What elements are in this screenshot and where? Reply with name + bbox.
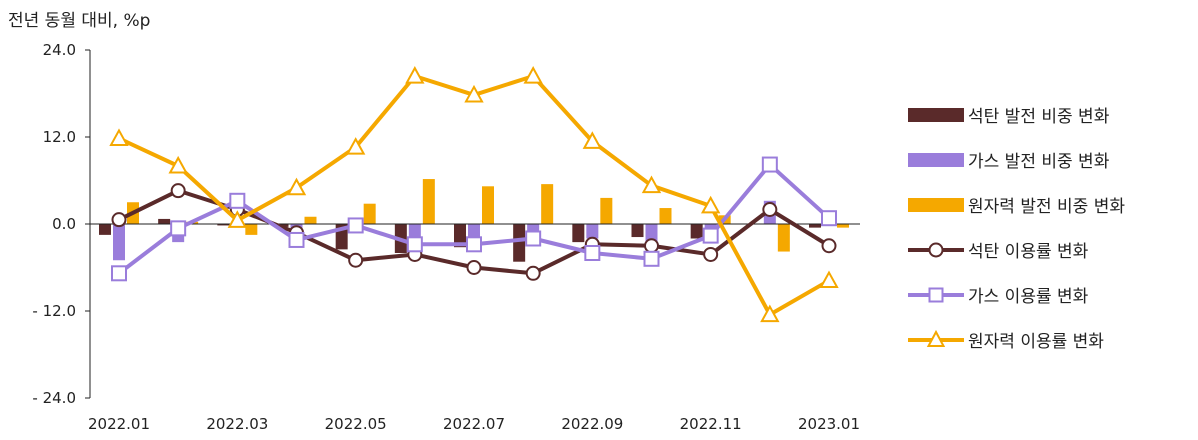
- bar-gas-share: [408, 224, 421, 238]
- point-gas-util: [702, 227, 719, 244]
- legend-label: 가스 이용률 변화: [968, 287, 1089, 307]
- point-gas-util: [229, 192, 246, 209]
- y-tick-label: 24.0: [43, 41, 76, 59]
- point-nuclear-util: [760, 304, 780, 323]
- x-tick-label: 2022.01: [88, 415, 150, 433]
- point-gas-util: [288, 231, 305, 248]
- legend-label: 가스 발전 비중 변화: [968, 152, 1110, 172]
- legend-label: 원자력 이용률 변화: [968, 332, 1104, 352]
- y-tick-label: - 12.0: [32, 302, 76, 320]
- x-tick-label: 2022.03: [206, 415, 268, 433]
- point-gas-util: [584, 245, 601, 261]
- point-nuclear-util: [168, 155, 188, 174]
- bar-gas-share: [113, 224, 125, 261]
- legend-marker-coal-util: [906, 239, 966, 261]
- point-nuclear-util: [641, 175, 662, 194]
- bar-nuclear-share: [600, 197, 613, 224]
- bar-nuclear-share: [777, 224, 790, 252]
- point-gas-util: [821, 210, 837, 227]
- bar-gas-share: [704, 224, 717, 229]
- legend-item-gas-util: 가스 이용률 변화: [906, 272, 1191, 317]
- point-gas-util: [111, 265, 127, 282]
- point-nuclear-util: [405, 66, 425, 84]
- bar-nuclear-share: [837, 224, 849, 228]
- y-tick-label: 12.0: [43, 128, 76, 146]
- bar-nuclear-share: [304, 216, 317, 224]
- legend-label: 석탄 이용률 변화: [968, 242, 1089, 262]
- legend-item-nuclear-util: 원자력 이용률 변화: [906, 317, 1191, 362]
- bar-coal-share: [631, 224, 644, 238]
- point-gas-util: [643, 250, 660, 267]
- point-nuclear-util: [345, 137, 366, 155]
- legend: 석탄 발전 비중 변화 가스 발전 비중 변화 원자력 발전 비중 변화 석탄 …: [906, 92, 1191, 362]
- legend-item-coal-share: 석탄 발전 비중 변화: [906, 92, 1191, 137]
- point-nuclear-util: [227, 210, 248, 228]
- point-gas-util: [761, 156, 778, 173]
- bar-nuclear-share: [659, 208, 672, 224]
- x-tick-label: 2022.11: [680, 415, 742, 433]
- bar-coal-share: [158, 218, 171, 224]
- bar-nuclear-share: [422, 179, 435, 224]
- point-nuclear-util: [109, 128, 129, 146]
- bar-nuclear-share: [363, 203, 376, 224]
- point-coal-util: [525, 265, 541, 281]
- x-tick-label: 2022.07: [443, 415, 505, 433]
- legend-item-gas-share: 가스 발전 비중 변화: [906, 137, 1191, 182]
- point-coal-util: [703, 246, 719, 262]
- point-coal-util: [762, 202, 778, 217]
- bar-coal-share: [809, 224, 821, 228]
- point-gas-util: [347, 217, 364, 234]
- point-nuclear-util: [286, 177, 307, 196]
- legend-swatch-nuclear-share: [906, 194, 966, 216]
- legend-swatch-gas-share: [906, 149, 966, 171]
- y-tick-label: 0.0: [52, 215, 76, 233]
- point-coal-util: [466, 260, 482, 275]
- point-nuclear-util: [819, 270, 839, 289]
- bar-gas-share: [468, 224, 480, 240]
- bar-coal-share: [217, 224, 230, 226]
- point-gas-util: [170, 220, 187, 237]
- x-tick-label: 2022.09: [561, 415, 623, 433]
- point-gas-util: [406, 236, 423, 253]
- point-nuclear-util: [464, 84, 484, 103]
- bar-coal-share: [690, 224, 703, 239]
- bar-coal-share: [99, 224, 111, 235]
- point-coal-util: [644, 238, 659, 254]
- bar-nuclear-share: [482, 186, 494, 224]
- legend-swatch-coal-share: [906, 104, 966, 126]
- legend-item-coal-util: 석탄 이용률 변화: [906, 227, 1191, 272]
- y-axis-label: 전년 동월 대비, %p: [8, 11, 151, 31]
- bar-nuclear-share: [541, 184, 554, 224]
- line-nuclear-util: [118, 74, 830, 317]
- legend-item-nuclear-share: 원자력 발전 비중 변화: [906, 182, 1191, 227]
- legend-label: 석탄 발전 비중 변화: [968, 107, 1110, 127]
- point-coal-util: [348, 252, 364, 268]
- point-gas-util: [525, 230, 542, 247]
- x-tick-label: 2022.05: [325, 415, 387, 433]
- point-coal-util: [111, 212, 127, 228]
- legend-label: 원자력 발전 비중 변화: [968, 197, 1125, 217]
- point-nuclear-util: [523, 66, 543, 84]
- bar-gas-share: [586, 224, 599, 239]
- point-nuclear-util: [582, 131, 603, 149]
- bar-coal-share: [454, 224, 466, 248]
- x-tick-label: 2023.01: [798, 415, 860, 433]
- point-coal-util: [821, 238, 837, 254]
- point-gas-util: [466, 236, 482, 253]
- y-tick-label: - 24.0: [32, 389, 76, 407]
- legend-marker-gas-util: [906, 284, 966, 306]
- legend-marker-nuclear-util: [906, 329, 966, 351]
- bar-coal-share: [513, 224, 526, 262]
- bar-nuclear-share: [245, 224, 258, 235]
- point-coal-util: [170, 183, 186, 199]
- line-gas-util: [117, 162, 831, 275]
- bar-coal-share: [572, 224, 585, 243]
- point-nuclear-util: [700, 195, 721, 214]
